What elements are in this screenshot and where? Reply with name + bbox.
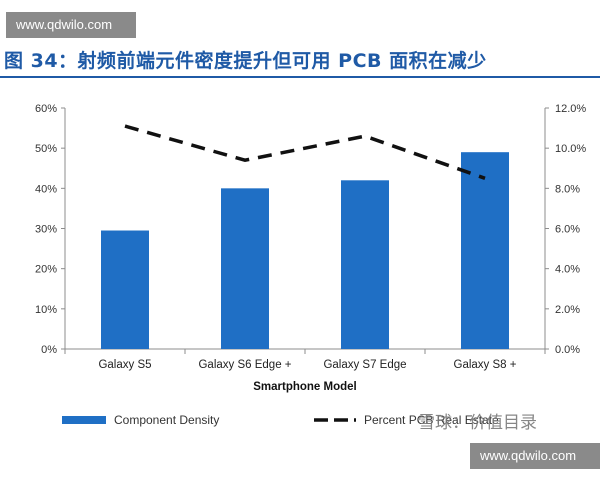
overlay-watermark: 雪球：价值目录 (418, 413, 537, 433)
bar (221, 188, 269, 349)
left-tick-label: 60% (35, 103, 57, 115)
bar-series (101, 152, 509, 349)
line-series (124, 124, 486, 180)
right-tick-label: 8.0% (555, 183, 580, 195)
right-tick-label: 12.0% (555, 103, 586, 115)
category-label: Galaxy S6 Edge + (198, 359, 291, 371)
category-label: Galaxy S8 + (454, 359, 517, 371)
line-series-path (124, 124, 486, 180)
bar (101, 230, 149, 349)
bar (341, 180, 389, 349)
left-tick-label: 50% (35, 143, 57, 155)
right-tick-label: 10.0% (555, 143, 586, 155)
right-tick-label: 4.0% (555, 264, 580, 276)
left-tick-label: 30% (35, 224, 57, 236)
watermark-top: www.qdwilo.com (6, 12, 136, 38)
right-axis: 0.0% 2.0% 4.0% 6.0% 8.0% 10.0% 12.0% (544, 103, 586, 356)
title-rule (0, 76, 600, 78)
right-tick-label: 0.0% (555, 344, 580, 356)
bar (461, 152, 509, 349)
right-tick-label: 2.0% (555, 304, 580, 316)
legend-label-density: Component Density (114, 413, 219, 427)
left-tick-label: 20% (35, 264, 57, 276)
left-tick-label: 40% (35, 183, 57, 195)
x-axis-title: Smartphone Model (253, 381, 357, 393)
legend-label-pcb: Percent PCB Real Estate (364, 413, 499, 427)
watermark-bottom: www.qdwilo.com (470, 443, 600, 469)
right-tick-label: 6.0% (555, 224, 580, 236)
legend-bar-swatch (62, 416, 106, 424)
left-tick-label: 0% (41, 344, 57, 356)
left-axis: 0% 10% 20% 30% 40% 50% 60% (35, 103, 545, 356)
category-label: Galaxy S5 (98, 359, 151, 371)
figure-title: 图 34：射频前端元件密度提升但可用 PCB 面积在减少 (4, 50, 487, 72)
category-axis: Galaxy S5 Galaxy S6 Edge + Galaxy S7 Edge G… (64, 349, 546, 371)
category-label: Galaxy S7 Edge (323, 359, 406, 371)
left-tick-label: 10% (35, 304, 57, 316)
legend: Component Density Percent PCB Real Estate (62, 413, 499, 427)
